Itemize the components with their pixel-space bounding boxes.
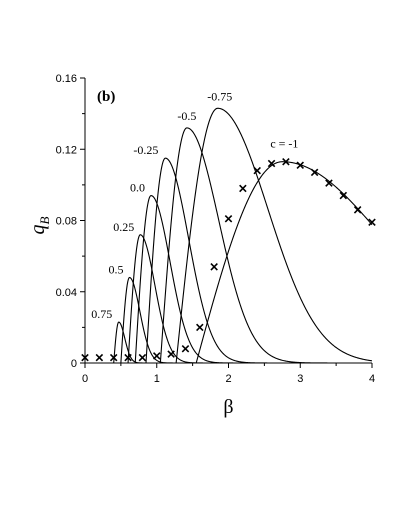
series-line-0: [113, 321, 372, 364]
marker-point: [325, 179, 333, 187]
marker-stroke: [109, 353, 118, 362]
y-tick-label: 0.12: [56, 144, 77, 156]
series-label-4: -0.25: [133, 143, 158, 157]
marker-stroke: [167, 350, 175, 358]
marker-stroke: [282, 157, 290, 166]
marker-point: [224, 214, 233, 223]
marker-stroke: [253, 166, 261, 175]
series-line-3: [134, 195, 372, 364]
series-label-1: 0.5: [108, 263, 123, 277]
marker-stroke: [124, 353, 132, 362]
series-line-1: [120, 276, 372, 364]
marker-stroke: [339, 191, 348, 200]
x-tick-label: 3: [297, 373, 303, 385]
marker-stroke: [224, 214, 233, 223]
marker-stroke: [210, 263, 218, 271]
axes: 0 0.04 0.08 0.12 0.16 0 1 2 3 4 β qB (b): [27, 73, 375, 418]
marker-point: [210, 263, 218, 271]
y-tick-label: 0.08: [56, 216, 77, 228]
marker-point: [239, 184, 247, 193]
marker-point: [152, 352, 161, 360]
marker-stroke: [138, 353, 147, 362]
marker-point: [81, 353, 89, 362]
marker-stroke: [267, 159, 276, 168]
marker-stroke: [196, 323, 204, 332]
marker-point: [124, 353, 132, 362]
series-label-2: 0.25: [113, 220, 134, 234]
marker-point: [353, 206, 362, 214]
x-tick-label: 1: [154, 373, 160, 385]
marker-point: [95, 353, 104, 362]
marker-point: [253, 166, 261, 175]
marker-point: [296, 161, 305, 170]
x-axis-title: β: [223, 396, 233, 418]
marker-stroke: [152, 352, 161, 360]
markers: [81, 157, 376, 362]
marker-point: [138, 353, 147, 362]
labels: 0.75 0.5 0.25 0.0 -0.25 -0.5 -0.75 c = -1: [91, 89, 298, 321]
x-tick-label: 4: [369, 373, 375, 385]
series-line-6: [175, 107, 373, 364]
series-line-5: [159, 127, 372, 364]
series-label-3: 0.0: [130, 181, 145, 195]
marker-point: [310, 168, 319, 177]
y-tick-label: 0.04: [56, 287, 77, 299]
panel-label: (b): [97, 89, 115, 105]
marker-stroke: [239, 184, 247, 193]
x-tick-label: 0: [82, 373, 88, 385]
marker-stroke: [368, 218, 376, 227]
marker-stroke: [81, 353, 89, 362]
series-label-6: -0.75: [207, 89, 232, 103]
y-tick-label: 0.16: [56, 73, 77, 85]
curves: [113, 107, 373, 364]
series-label-0: 0.75: [91, 307, 112, 321]
marker-point: [167, 350, 175, 358]
series-line-7: [195, 161, 373, 364]
marker-point: [282, 157, 290, 166]
series-label-7: c = -1: [270, 137, 298, 151]
x-tick-label: 2: [225, 373, 231, 385]
marker-point: [109, 353, 118, 362]
marker-stroke: [325, 179, 333, 187]
marker-point: [267, 159, 276, 168]
marker-stroke: [353, 206, 362, 214]
y-axis-title: qB: [27, 216, 52, 234]
y-axis-title-subscript: B: [37, 216, 52, 224]
marker-point: [368, 218, 376, 227]
y-tick-label: 0: [71, 358, 77, 370]
marker-point: [196, 323, 204, 332]
marker-stroke: [181, 344, 190, 353]
marker-stroke: [296, 161, 305, 170]
marker-point: [339, 191, 348, 200]
marker-stroke: [310, 168, 319, 177]
series-label-5: -0.5: [177, 109, 196, 123]
marker-stroke: [95, 353, 104, 362]
marker-point: [181, 344, 190, 353]
